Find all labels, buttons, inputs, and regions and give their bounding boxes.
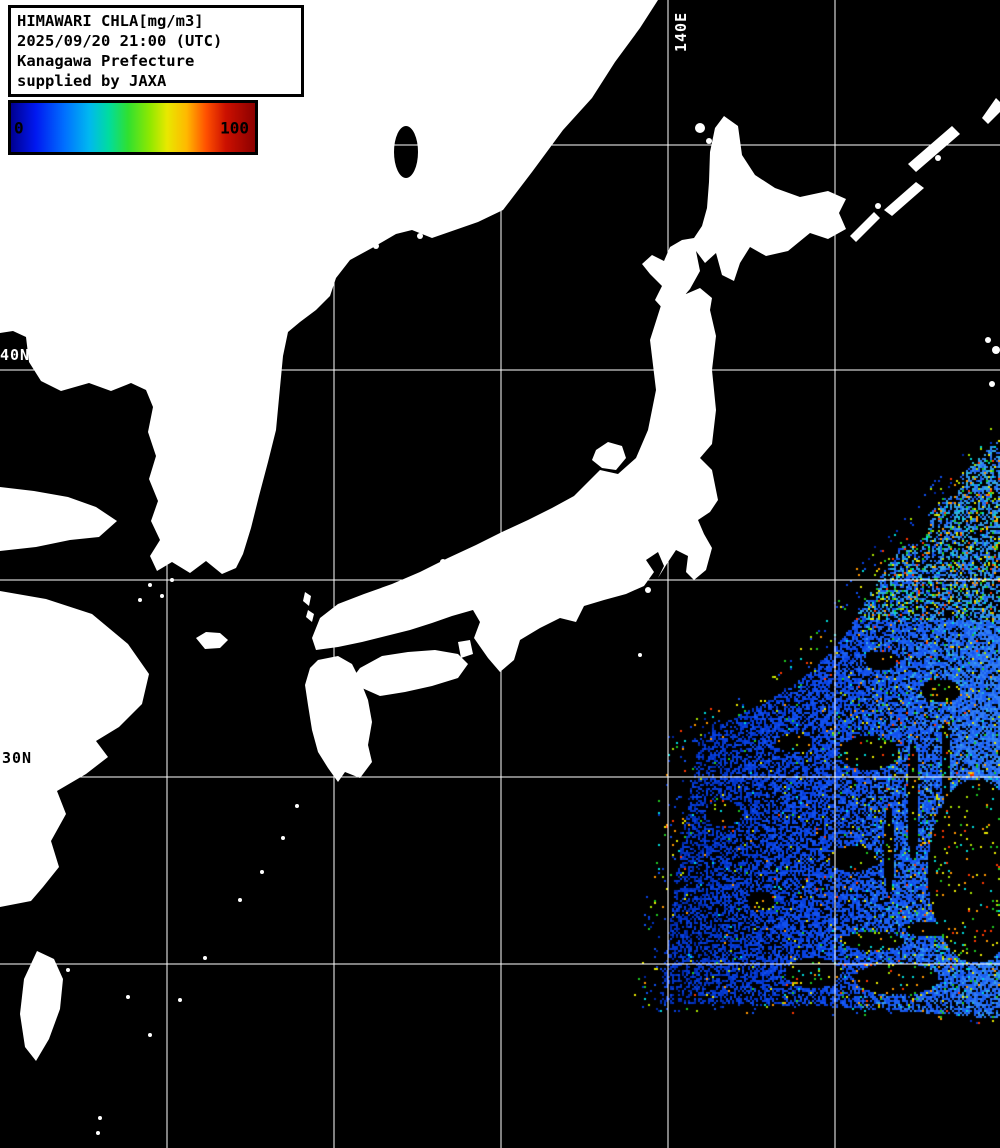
small-island bbox=[989, 381, 995, 387]
small-island bbox=[935, 155, 941, 161]
lake-khanka bbox=[394, 126, 418, 178]
shikoku bbox=[354, 650, 468, 696]
latitude-label-40n: 40N bbox=[0, 346, 31, 364]
provider-line2: supplied by JAXA bbox=[17, 72, 167, 90]
small-island bbox=[295, 804, 299, 808]
small-island bbox=[645, 587, 651, 593]
kuril-island-4 bbox=[982, 98, 1000, 124]
small-island bbox=[66, 968, 70, 972]
china-coast bbox=[0, 591, 149, 907]
small-island bbox=[875, 203, 881, 209]
small-island bbox=[148, 1033, 152, 1037]
small-island bbox=[98, 1116, 102, 1120]
small-island bbox=[126, 995, 130, 999]
sado-island bbox=[592, 442, 626, 470]
small-island bbox=[287, 185, 293, 191]
kyushu bbox=[305, 656, 372, 782]
small-island bbox=[138, 598, 142, 602]
timestamp: 2025/09/20 21:00 (UTC) bbox=[17, 32, 223, 50]
tsushima-south bbox=[306, 610, 314, 622]
small-island bbox=[281, 836, 285, 840]
jeju-island bbox=[196, 632, 228, 649]
small-island bbox=[440, 559, 446, 565]
small-island bbox=[227, 203, 233, 209]
small-island bbox=[985, 337, 991, 343]
latitude-label-30n: 30N bbox=[2, 749, 33, 767]
small-island bbox=[695, 123, 705, 133]
small-island bbox=[260, 870, 264, 874]
kuril-island-1 bbox=[850, 212, 880, 242]
small-island bbox=[148, 583, 152, 587]
small-island bbox=[160, 594, 164, 598]
small-island bbox=[373, 243, 379, 249]
colorbar-legend: 0 100 bbox=[8, 100, 258, 155]
small-island bbox=[96, 1131, 100, 1135]
colorbar-max-label: 100 bbox=[220, 118, 249, 137]
title-box: HIMAWARI CHLA[mg/m3] 2025/09/20 21:00 (U… bbox=[8, 5, 304, 97]
kuril-island-3 bbox=[908, 126, 960, 172]
hokkaido bbox=[642, 116, 846, 311]
tsushima-north bbox=[303, 592, 311, 606]
small-island bbox=[238, 898, 242, 902]
honshu bbox=[312, 288, 718, 672]
product-title: HIMAWARI CHLA[mg/m3] bbox=[17, 12, 204, 30]
small-island bbox=[203, 956, 207, 960]
colorbar-min-label: 0 bbox=[14, 118, 24, 137]
longitude-label-140e: 140E bbox=[672, 11, 690, 52]
awaji-island bbox=[458, 640, 473, 658]
small-island bbox=[706, 138, 712, 144]
small-island bbox=[178, 998, 182, 1002]
taiwan bbox=[20, 951, 63, 1061]
small-island bbox=[992, 346, 1000, 354]
kuril-island-2 bbox=[884, 182, 924, 216]
provider-line1: Kanagawa Prefecture bbox=[17, 52, 195, 70]
small-island bbox=[417, 233, 423, 239]
shandong-peninsula bbox=[0, 487, 117, 551]
small-island bbox=[638, 653, 642, 657]
